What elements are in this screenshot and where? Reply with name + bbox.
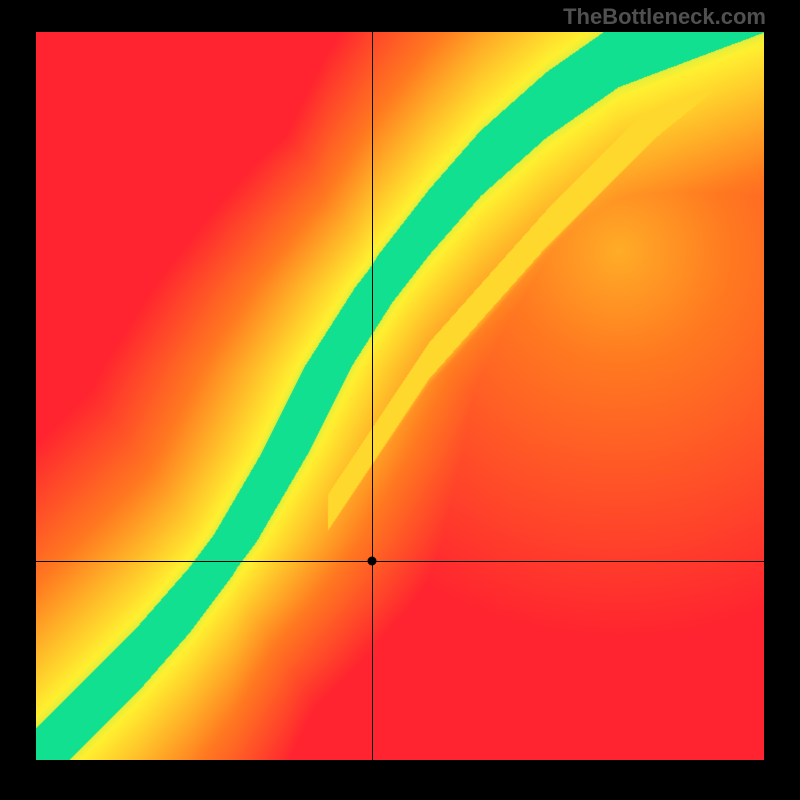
plot-area <box>36 32 764 760</box>
watermark-text: TheBottleneck.com <box>563 4 766 30</box>
crosshair-horizontal <box>36 561 764 562</box>
marker-dot <box>368 557 377 566</box>
heatmap-canvas <box>36 32 764 760</box>
crosshair-vertical <box>372 32 373 760</box>
